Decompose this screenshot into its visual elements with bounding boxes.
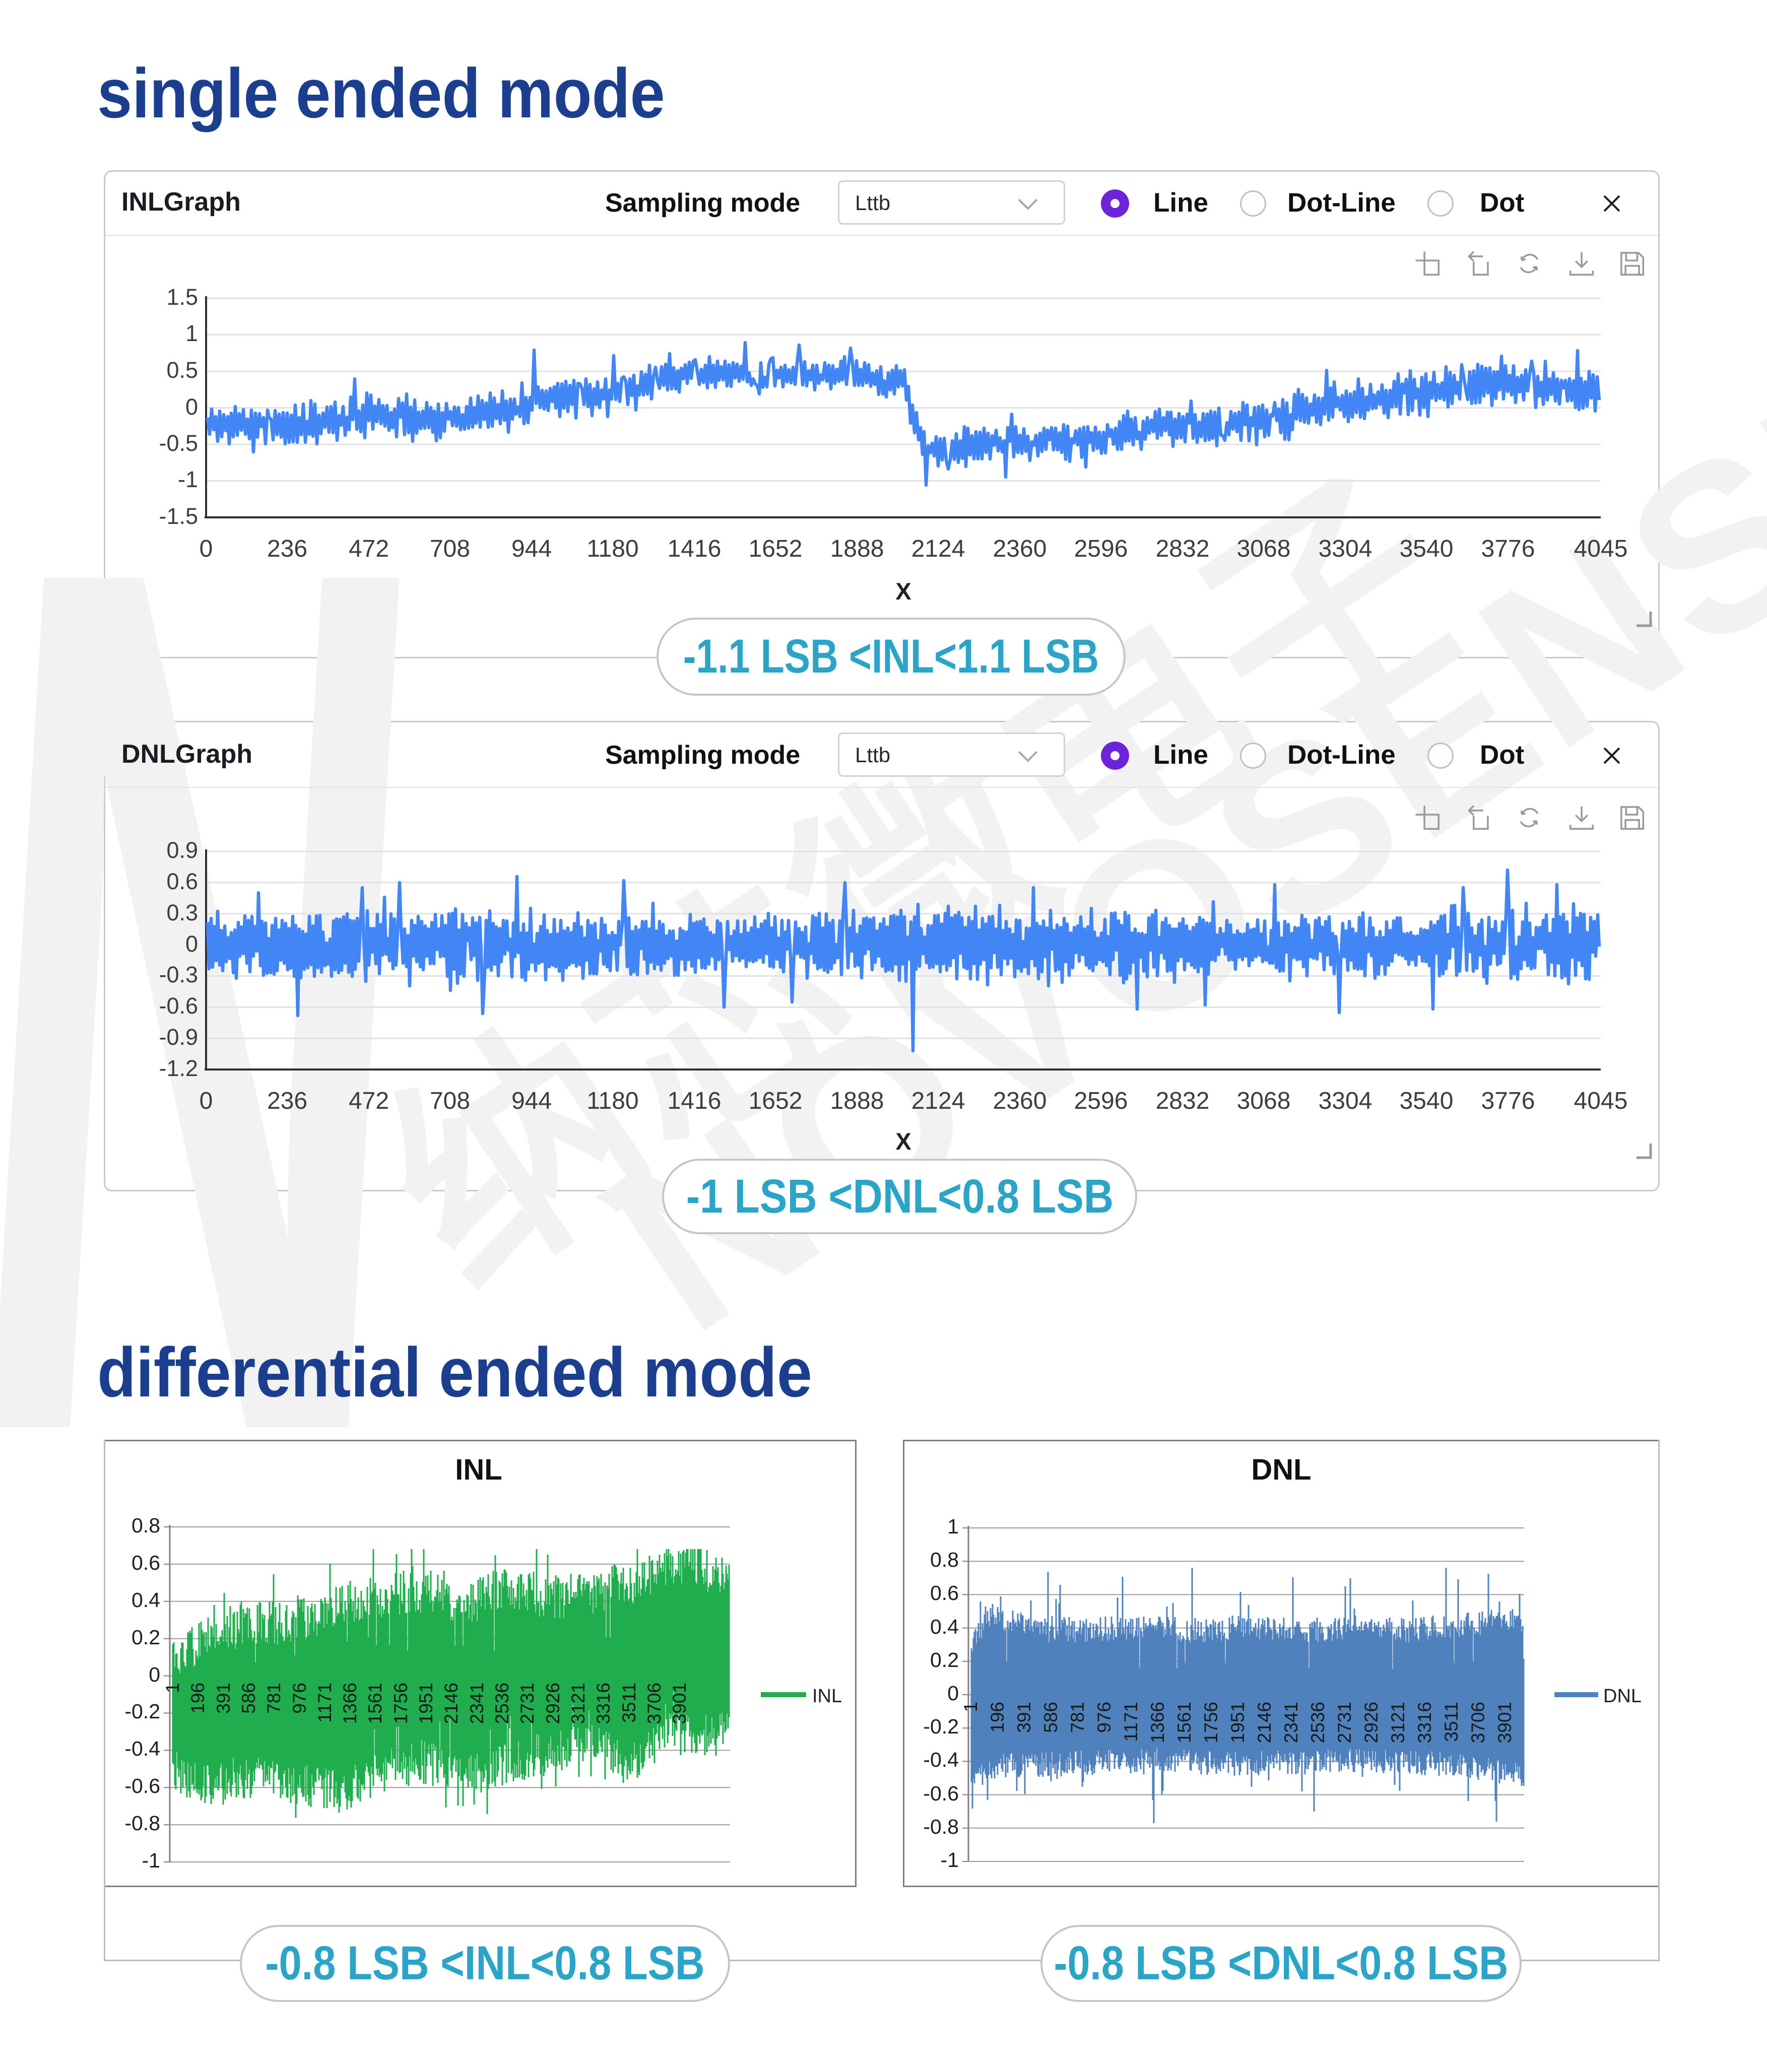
svg-text:3706: 3706 [1468,1702,1488,1743]
svg-text:976: 976 [1094,1702,1115,1733]
svg-text:2926: 2926 [1361,1702,1382,1743]
svg-text:2146: 2146 [441,1683,462,1724]
svg-text:196: 196 [987,1702,1008,1733]
svg-text:1756: 1756 [1201,1702,1221,1743]
svg-text:781: 781 [1067,1702,1088,1733]
svg-text:1756: 1756 [390,1683,411,1724]
svg-text:1171: 1171 [1121,1702,1141,1742]
svg-text:3121: 3121 [1388,1702,1408,1743]
svg-text:1561: 1561 [365,1683,385,1724]
svg-text:2731: 2731 [1334,1702,1355,1743]
svg-text:1: 1 [162,1683,183,1693]
svg-text:1366: 1366 [340,1683,360,1724]
svg-text:391: 391 [1014,1702,1034,1733]
svg-text:3511: 3511 [619,1683,639,1723]
svg-text:1561: 1561 [1174,1702,1195,1743]
svg-text:2146: 2146 [1254,1702,1275,1743]
svg-text:3316: 3316 [593,1683,614,1724]
svg-text:391: 391 [213,1683,234,1714]
svg-text:1951: 1951 [416,1683,436,1724]
svg-text:2341: 2341 [467,1683,487,1724]
svg-text:3901: 3901 [1494,1702,1515,1743]
svg-text:1: 1 [960,1702,981,1712]
svg-text:586: 586 [238,1683,259,1714]
svg-text:3706: 3706 [644,1683,665,1724]
svg-text:2731: 2731 [517,1683,538,1724]
svg-text:2536: 2536 [492,1683,512,1724]
svg-text:3121: 3121 [568,1683,588,1724]
svg-text:3511: 3511 [1441,1702,1462,1742]
svg-text:196: 196 [187,1683,208,1714]
svg-text:2536: 2536 [1307,1702,1328,1743]
svg-text:1366: 1366 [1147,1702,1168,1743]
svg-text:3901: 3901 [669,1683,690,1724]
svg-text:976: 976 [289,1683,310,1714]
svg-text:1171: 1171 [314,1683,335,1723]
svg-text:586: 586 [1040,1702,1061,1733]
svg-text:1951: 1951 [1227,1702,1248,1743]
svg-text:2926: 2926 [543,1683,563,1724]
svg-text:2341: 2341 [1281,1702,1301,1743]
svg-text:3316: 3316 [1414,1702,1435,1743]
svg-text:781: 781 [264,1683,284,1714]
